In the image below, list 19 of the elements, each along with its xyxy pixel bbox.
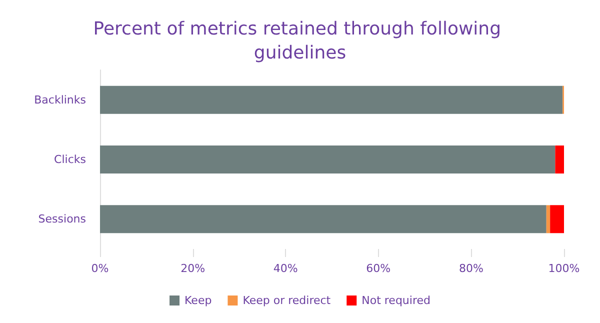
- legend-label: Keep or redirect: [242, 294, 332, 307]
- legend-label: Not required: [362, 294, 430, 307]
- x-tick-label: 80%: [458, 262, 484, 275]
- y-tick-label: Clicks: [54, 153, 86, 166]
- bar: [100, 146, 556, 174]
- y-tick-label: Sessions: [38, 212, 86, 226]
- bar: [546, 205, 550, 234]
- x-tick-label: 20%: [180, 262, 206, 275]
- x-tick-label: 60%: [366, 262, 391, 275]
- x-tick-label: 40%: [273, 262, 298, 275]
- y-tick-label: Backlinks: [34, 93, 86, 106]
- x-tick-label: 100%: [548, 262, 580, 275]
- legend-label: Keep: [184, 294, 212, 307]
- bar: [550, 205, 564, 234]
- bar: [100, 205, 546, 234]
- bar: [555, 146, 564, 174]
- bar: [100, 86, 563, 114]
- x-tick-label: 0%: [91, 262, 109, 275]
- chart-title: Percent of metrics retained through following guidelines: [93, 18, 507, 64]
